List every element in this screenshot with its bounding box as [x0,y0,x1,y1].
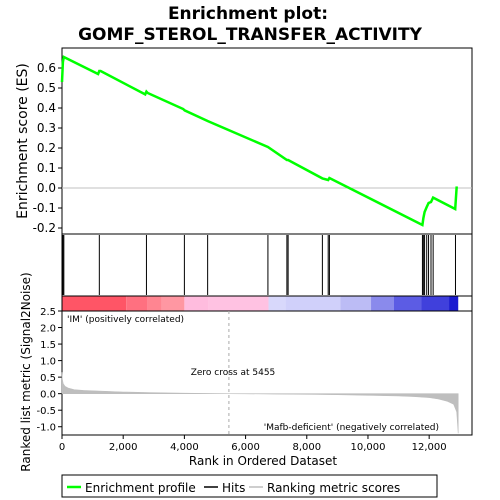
hits-panel-frame [61,233,473,297]
es-y-tick-label: 0.1 [37,161,56,175]
color-bar-segment [393,296,422,311]
ranked-list-color-bar [62,296,459,311]
metric-y-tick-label: 1.0 [40,357,56,368]
es-y-axis-label: Enrichment score (ES) [15,63,31,219]
x-tick-label: 4,000 [170,442,199,453]
legend-label-enrichment-profile: Enrichment profile [85,481,196,495]
positive-correlation-label: 'IM' (positively correlated) [67,315,184,325]
color-bar-segment [62,296,127,311]
metric-y-tick-label: 0.0 [40,390,56,401]
es-y-tick-label: 0.6 [37,61,56,75]
hit-markers [62,235,456,295]
metric-y-tick-label: 0.5 [40,373,56,384]
color-bar-segment [371,296,394,311]
metric-y-axis-label: Ranked list metric (Signal2Noise) [19,272,33,471]
zero-cross-label: Zero cross at 5455 [191,368,276,378]
legend-entry-hits: Hits [204,481,245,495]
x-tick-label: 2,000 [109,442,138,453]
x-tick-label: 12,000 [412,442,447,453]
es-y-tick-label: 0.0 [37,181,56,195]
color-bar-segment [208,296,269,311]
metric-y-tick-label: -0.5 [36,406,56,417]
legend-box [61,474,438,498]
legend-label-hits: Hits [222,481,245,495]
legend-label-ranking-metric-scores: Ranking metric scores [267,481,400,495]
color-bar-segment [421,296,450,311]
color-bar-segment [340,296,372,311]
color-bar-segment [285,296,341,311]
metric-y-tick-label: 2.5 [40,307,56,318]
color-bar-segment [126,296,148,311]
metric-y-tick-label: 2.0 [40,324,56,335]
x-tick-label: 6,000 [231,442,260,453]
metric-y-tick-label: -1.0 [36,423,56,434]
color-bar-segment [449,296,459,311]
x-axis-label: Rank in Ordered Dataset [189,454,337,468]
x-tick-label: 8,000 [292,442,321,453]
chart-title-line-2: GOMF_STEROL_TRANSFER_ACTIVITY [78,25,423,45]
metric-y-axis: -1.0 -0.5 0.0 0.5 1.0 1.5 2.0 2.5 [36,307,62,434]
x-tick-label: 10,000 [350,442,385,453]
es-y-tick-label: 0.5 [37,81,56,95]
color-bar-segment [184,296,209,311]
es-y-tick-label: -0.1 [33,201,56,215]
metric-y-tick-label: 1.5 [40,340,56,351]
es-y-axis: -0.2 -0.1 0.0 0.1 0.2 0.3 0.4 0.5 0.6 [33,61,62,235]
color-bar-segment [147,296,162,311]
legend-entry-enrichment-profile: Enrichment profile [67,481,196,495]
color-bar-segment [161,296,185,311]
ranking-metric-area [61,372,459,434]
es-y-tick-label: 0.2 [37,141,56,155]
x-tick-label: 0 [59,442,65,453]
es-y-tick-label: 0.4 [37,101,56,115]
es-y-tick-label: 0.3 [37,121,56,135]
enrichment-profile-line [60,55,458,227]
metric-x-axis: 0 2,000 4,000 6,000 8,000 10,000 12,000 [59,435,447,453]
negative-correlation-label: 'Mafb-deficient' (negatively correlated) [264,423,439,433]
color-bar-segment [268,296,286,311]
es-panel-frame [61,47,473,235]
legend-entry-ranking-metric-scores: Ranking metric scores [249,481,400,495]
es-y-tick-label: -0.2 [33,221,56,235]
chart-title-line-1: Enrichment plot: [168,4,328,24]
